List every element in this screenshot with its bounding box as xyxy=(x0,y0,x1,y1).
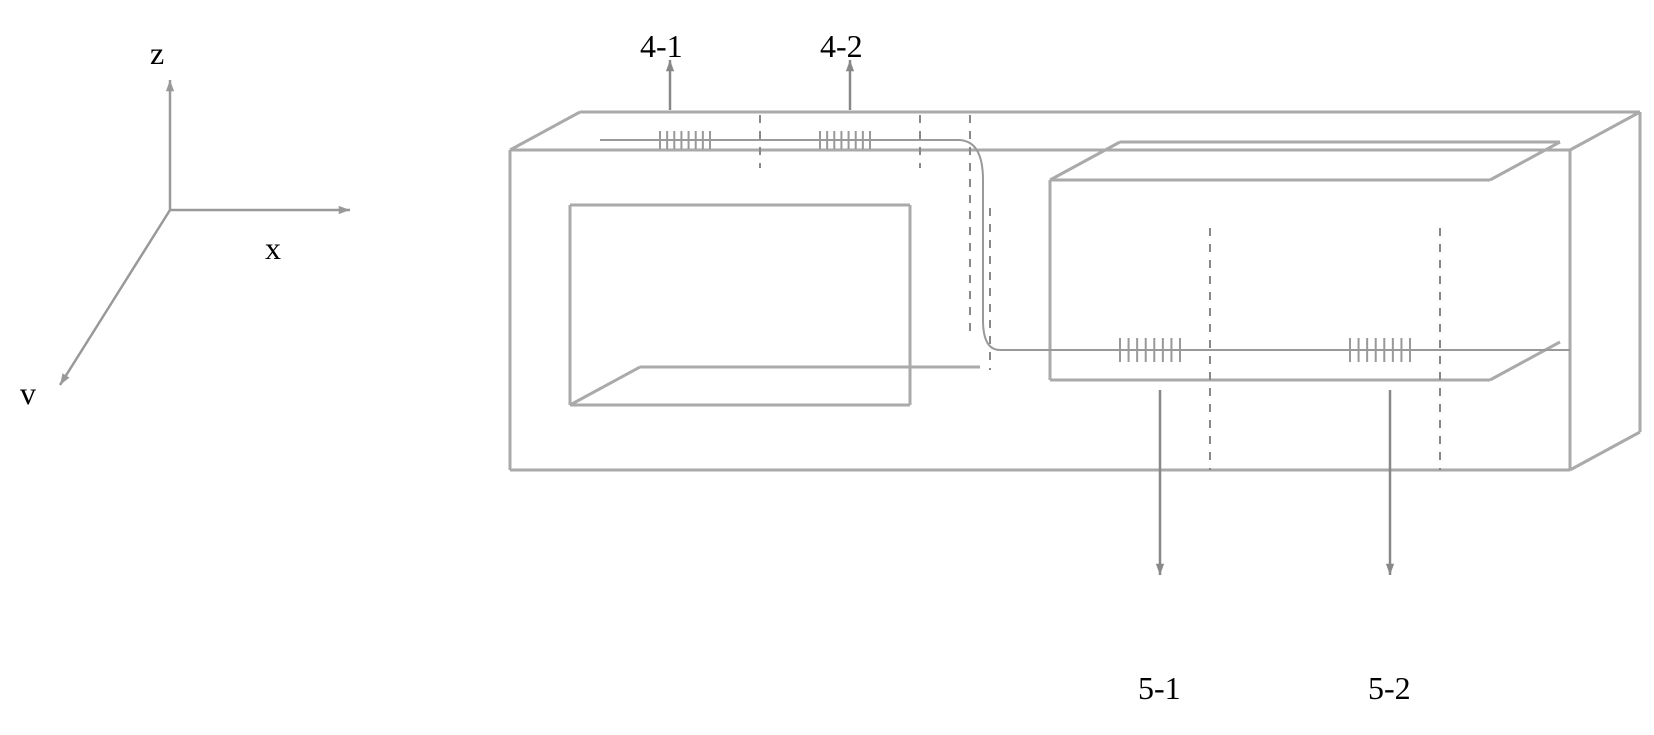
axis-label-y: v xyxy=(20,375,36,412)
label-4-2: 4-2 xyxy=(820,28,863,65)
axis-label-x: x xyxy=(265,230,281,267)
axis-label-z: z xyxy=(150,35,164,72)
label-5-2: 5-2 xyxy=(1368,670,1411,707)
diagram-svg xyxy=(0,0,1654,735)
label-4-1: 4-1 xyxy=(640,28,683,65)
label-5-1: 5-1 xyxy=(1138,670,1181,707)
